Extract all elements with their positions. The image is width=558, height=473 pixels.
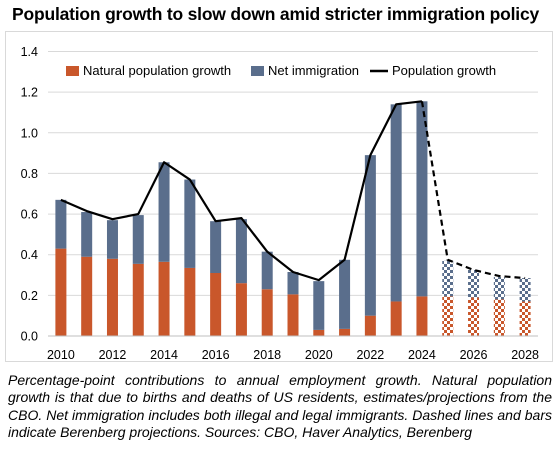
bar-net-immigration bbox=[416, 101, 428, 297]
population-growth-line-actual bbox=[60, 100, 423, 282]
bar-natural-population-growth bbox=[390, 301, 402, 336]
bar-natural-population-growth bbox=[313, 329, 325, 336]
chart-title: Population growth to slow down amid stri… bbox=[12, 4, 540, 24]
population-growth-line bbox=[60, 100, 526, 282]
bar-natural-population-growth bbox=[287, 294, 299, 336]
x-tick-label: 2022 bbox=[356, 348, 384, 362]
legend-label-line: Population growth bbox=[392, 63, 496, 78]
x-tick-label: 2010 bbox=[47, 348, 75, 362]
bar-natural-population-growth bbox=[442, 296, 454, 336]
x-tick-label: 2018 bbox=[253, 348, 281, 362]
gridlines bbox=[48, 51, 538, 296]
y-tick-label: 0.0 bbox=[21, 330, 38, 344]
chart-caption: Percentage-point contributions to annual… bbox=[8, 372, 552, 441]
bar-net-immigration bbox=[519, 278, 531, 302]
legend-label-immigration: Net immigration bbox=[268, 63, 359, 78]
bar-net-immigration bbox=[210, 221, 222, 274]
bar-natural-population-growth bbox=[261, 289, 273, 336]
bar-natural-population-growth bbox=[55, 248, 67, 336]
bar-net-immigration bbox=[390, 104, 402, 302]
bar-natural-population-growth bbox=[106, 258, 118, 336]
bar-net-immigration bbox=[468, 269, 480, 298]
y-tick-label: 0.4 bbox=[21, 248, 38, 262]
bar-natural-population-growth bbox=[81, 256, 93, 336]
bar-natural-population-growth bbox=[364, 315, 376, 336]
chart-frame bbox=[5, 31, 553, 362]
population-growth-chart: 0.0 0.2 0.4 0.6 0.8 1.0 1.2 1.4 2010 2012 2014 2016… bbox=[21, 45, 539, 362]
bars bbox=[55, 101, 531, 336]
bar-natural-population-growth bbox=[158, 261, 170, 336]
bar-natural-population-growth bbox=[339, 328, 351, 336]
bar-net-immigration bbox=[81, 212, 93, 257]
y-tick-label: 1.4 bbox=[21, 45, 38, 59]
x-tick-label: 2020 bbox=[305, 348, 333, 362]
axes: 0.0 0.2 0.4 0.6 0.8 1.0 1.2 1.4 2010 2012 2014 2016… bbox=[21, 45, 539, 362]
y-tick-label: 0.6 bbox=[21, 208, 38, 222]
y-tick-label: 1.2 bbox=[21, 86, 38, 100]
bar-natural-population-growth bbox=[468, 297, 480, 336]
y-tick-label: 0.8 bbox=[21, 167, 38, 181]
x-tick-label: 2024 bbox=[408, 348, 436, 362]
x-tick-label: 2028 bbox=[511, 348, 539, 362]
y-tick-label: 1.0 bbox=[21, 126, 38, 140]
bar-net-immigration bbox=[261, 251, 273, 290]
bar-natural-population-growth bbox=[519, 301, 531, 336]
bar-net-immigration bbox=[184, 179, 196, 268]
x-tick-label: 2012 bbox=[99, 348, 127, 362]
bar-net-immigration bbox=[55, 199, 67, 249]
x-tick-label: 2016 bbox=[202, 348, 230, 362]
bar-net-immigration bbox=[158, 162, 170, 262]
bar-net-immigration bbox=[313, 281, 325, 330]
bar-net-immigration bbox=[442, 260, 454, 297]
x-tick-label: 2014 bbox=[150, 348, 178, 362]
bar-natural-population-growth bbox=[132, 263, 144, 336]
population-growth-line-projection bbox=[420, 101, 526, 280]
legend-label-natural: Natural population growth bbox=[83, 63, 231, 78]
bar-natural-population-growth bbox=[184, 267, 196, 336]
y-tick-label: 0.2 bbox=[21, 289, 38, 303]
bar-net-immigration bbox=[132, 215, 144, 264]
bar-net-immigration bbox=[106, 220, 118, 259]
bar-natural-population-growth bbox=[416, 296, 428, 336]
bar-net-immigration bbox=[235, 219, 247, 284]
legend-swatch-immigration bbox=[251, 66, 264, 76]
bar-net-immigration bbox=[493, 277, 505, 300]
bar-natural-population-growth bbox=[235, 283, 247, 336]
legend-swatch-natural bbox=[66, 66, 79, 76]
legend: Natural population growth Net immigratio… bbox=[66, 63, 496, 78]
bar-net-immigration bbox=[287, 271, 299, 295]
bar-natural-population-growth bbox=[493, 299, 505, 336]
x-tick-label: 2026 bbox=[460, 348, 488, 362]
bar-natural-population-growth bbox=[210, 273, 222, 336]
bar-net-immigration bbox=[364, 155, 376, 316]
bar-net-immigration bbox=[339, 259, 351, 329]
